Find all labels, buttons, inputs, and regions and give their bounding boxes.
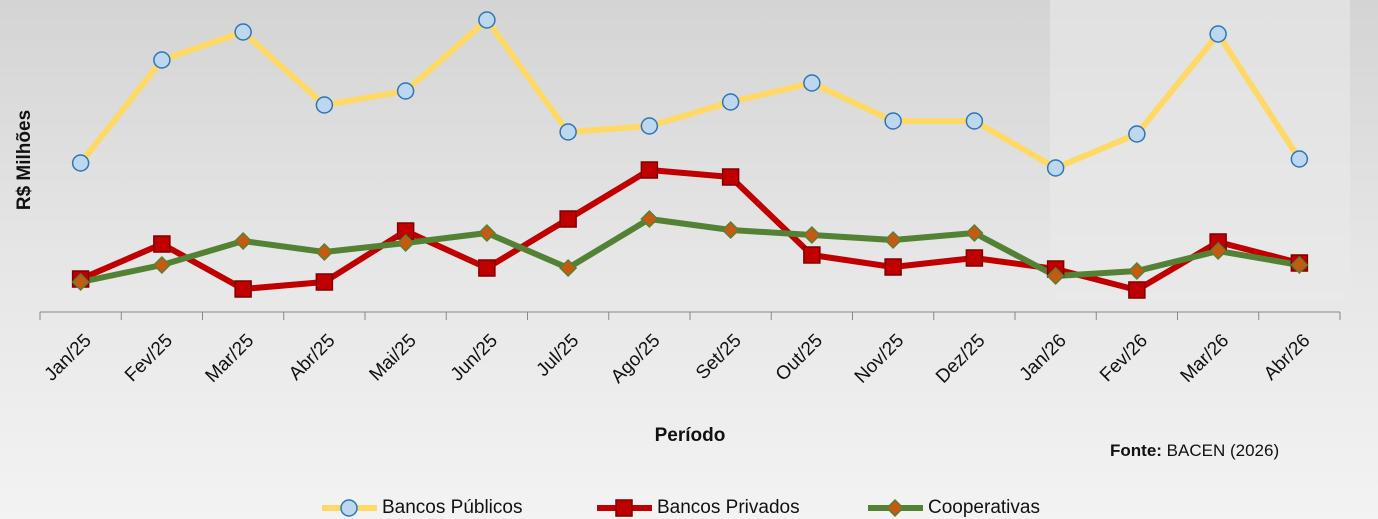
data-point: [1046, 266, 1065, 286]
data-point: [1209, 25, 1227, 43]
data-point: [884, 258, 902, 276]
data-point: [1128, 281, 1146, 299]
data-point: [721, 220, 740, 240]
data-point: [1128, 125, 1146, 143]
data-point: [884, 112, 902, 130]
data-point: [1290, 150, 1309, 168]
data-point: [965, 112, 984, 130]
legend-marker: [885, 498, 905, 518]
data-point: [559, 210, 577, 228]
data-point: [640, 209, 659, 229]
data-point: [152, 255, 171, 275]
data-point: [396, 82, 415, 100]
source-text: BACEN (2026): [1167, 441, 1279, 460]
legend-label: Cooperativas: [928, 497, 1040, 518]
y-axis-label: R$ Milhões: [14, 110, 35, 210]
data-point: [640, 117, 659, 135]
legend-marker: [340, 499, 358, 517]
data-point: [559, 123, 577, 141]
data-point: [477, 223, 496, 243]
series-line: [80, 216, 1300, 285]
data-point: [234, 231, 253, 251]
legend-label: Bancos Públicos: [382, 497, 522, 518]
data-point: [1290, 255, 1309, 275]
data-point: [1209, 241, 1228, 261]
data-point: [884, 230, 903, 250]
data-point: [396, 233, 415, 253]
data-point: [71, 154, 90, 172]
data-point: [478, 11, 496, 29]
x-axis-label: Período: [655, 425, 726, 446]
data-point: [802, 225, 821, 245]
data-point: [71, 272, 90, 292]
source-label: Fonte:: [1110, 441, 1162, 460]
data-point: [315, 273, 334, 291]
data-point: [965, 223, 984, 243]
data-point: [315, 242, 334, 262]
source: Fonte: BACEN (2026): [1110, 441, 1279, 460]
data-point: [803, 246, 821, 264]
data-point: [721, 93, 740, 111]
data-point: [478, 259, 496, 277]
data-point: [559, 258, 578, 278]
legend-marker: [615, 499, 633, 517]
series-line: [79, 167, 1301, 293]
data-point: [1127, 261, 1146, 281]
data-point: [640, 161, 659, 179]
data-point: [234, 23, 252, 41]
data-point: [315, 96, 334, 114]
data-point: [721, 168, 740, 186]
legend-label: Bancos Privados: [657, 497, 800, 518]
data-point: [153, 51, 171, 69]
data-point: [153, 235, 171, 253]
data-point: [234, 280, 252, 298]
data-point: [1046, 159, 1065, 177]
data-point: [965, 249, 984, 267]
data-point: [803, 74, 821, 92]
series-line: [78, 17, 1302, 171]
